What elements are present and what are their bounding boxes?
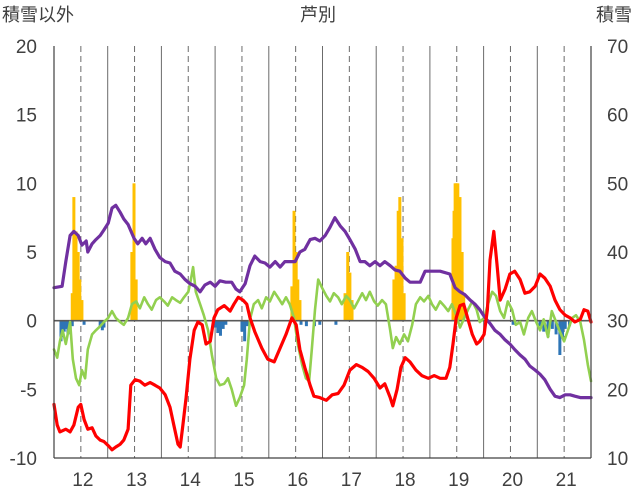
bar-orange (348, 272, 352, 321)
x-tick-label: 15 (233, 470, 254, 491)
bar-blue (511, 320, 515, 325)
y-tick-label: 20 (16, 37, 37, 58)
x-tick-label: 20 (502, 470, 523, 491)
y2-tick-label: 10 (607, 449, 628, 470)
bar-orange (400, 238, 404, 321)
bar-orange (350, 300, 354, 321)
bar-orange (290, 286, 294, 321)
bar-blue (550, 320, 554, 329)
y2-axis-label: 積雪 (596, 5, 632, 26)
bar-orange (72, 197, 76, 321)
series-line-red (52, 229, 593, 452)
bar-blue (561, 320, 565, 338)
bar-blue (318, 320, 322, 325)
chart-title: 芦別 (300, 5, 336, 26)
bar-blue (216, 320, 220, 334)
bar-blue (538, 320, 542, 327)
bar-blue (304, 320, 308, 327)
bar-blue (64, 320, 68, 329)
bar-blue (59, 320, 63, 342)
bar-orange (296, 279, 300, 321)
y-tick-label: -5 (20, 380, 37, 401)
bar-orange (292, 210, 296, 321)
bar-blue (554, 320, 558, 335)
x-tick-label: 12 (72, 470, 93, 491)
x-tick-label: 14 (180, 470, 202, 491)
bar-blue (240, 320, 244, 332)
y2-tick-label: 30 (607, 312, 628, 333)
bar-blue (558, 320, 562, 355)
bar-orange (458, 197, 462, 321)
bar-orange (70, 293, 74, 321)
y-tick-label: -10 (10, 449, 37, 470)
y2-tick-label: 40 (607, 243, 628, 264)
bar-orange (460, 252, 464, 321)
y-tick-label: 5 (26, 243, 37, 264)
x-tick-label: 21 (556, 470, 577, 491)
series-line-purple (52, 203, 593, 400)
bar-blue (334, 320, 338, 325)
bar-orange (130, 252, 134, 321)
bar-blue (70, 320, 74, 327)
bar-blue (224, 320, 228, 325)
bar-orange (76, 252, 80, 321)
bar-orange (346, 252, 350, 321)
x-tick-label: 18 (394, 470, 415, 491)
bar-orange (74, 231, 78, 321)
bar-orange (132, 183, 136, 321)
bar-blue (102, 320, 106, 328)
bar-orange (343, 293, 347, 321)
x-tick-label: 16 (287, 470, 308, 491)
bar-orange (396, 210, 400, 321)
bar-blue (62, 320, 66, 332)
bar-orange (392, 279, 396, 321)
x-tick-label: 19 (448, 470, 469, 491)
y-tick-label: 0 (26, 312, 37, 333)
bar-blue (542, 320, 546, 332)
bar-orange (454, 183, 458, 321)
bar-blue (245, 320, 249, 327)
series-line-green (52, 265, 593, 408)
bar-blue (61, 320, 65, 338)
bar-blue (98, 320, 102, 327)
bar-orange (394, 265, 398, 321)
bar-blue (213, 320, 217, 328)
y-tick-label: 10 (16, 174, 37, 195)
bar-orange (402, 293, 406, 321)
bar-blue (299, 320, 303, 325)
y2-tick-label: 60 (607, 106, 628, 127)
y-tick-label: 15 (16, 106, 37, 127)
y-axis-label: 積雪以外 (2, 5, 74, 26)
bar-orange (80, 300, 84, 321)
bar-orange (134, 279, 138, 321)
bar-orange (398, 197, 402, 321)
bar-blue (218, 320, 222, 336)
bar-orange (298, 300, 302, 321)
x-tick-label: 17 (341, 470, 362, 491)
y2-tick-label: 70 (607, 37, 628, 58)
bar-orange (294, 252, 298, 321)
bar-blue (221, 320, 225, 329)
bar-blue (563, 320, 567, 329)
bar-blue (82, 320, 86, 325)
y2-tick-label: 50 (607, 174, 628, 195)
x-tick-label: 13 (126, 470, 147, 491)
y2-tick-label: 20 (607, 380, 628, 401)
bar-blue (243, 320, 247, 342)
bar-orange (456, 183, 460, 321)
bar-orange (78, 279, 82, 321)
